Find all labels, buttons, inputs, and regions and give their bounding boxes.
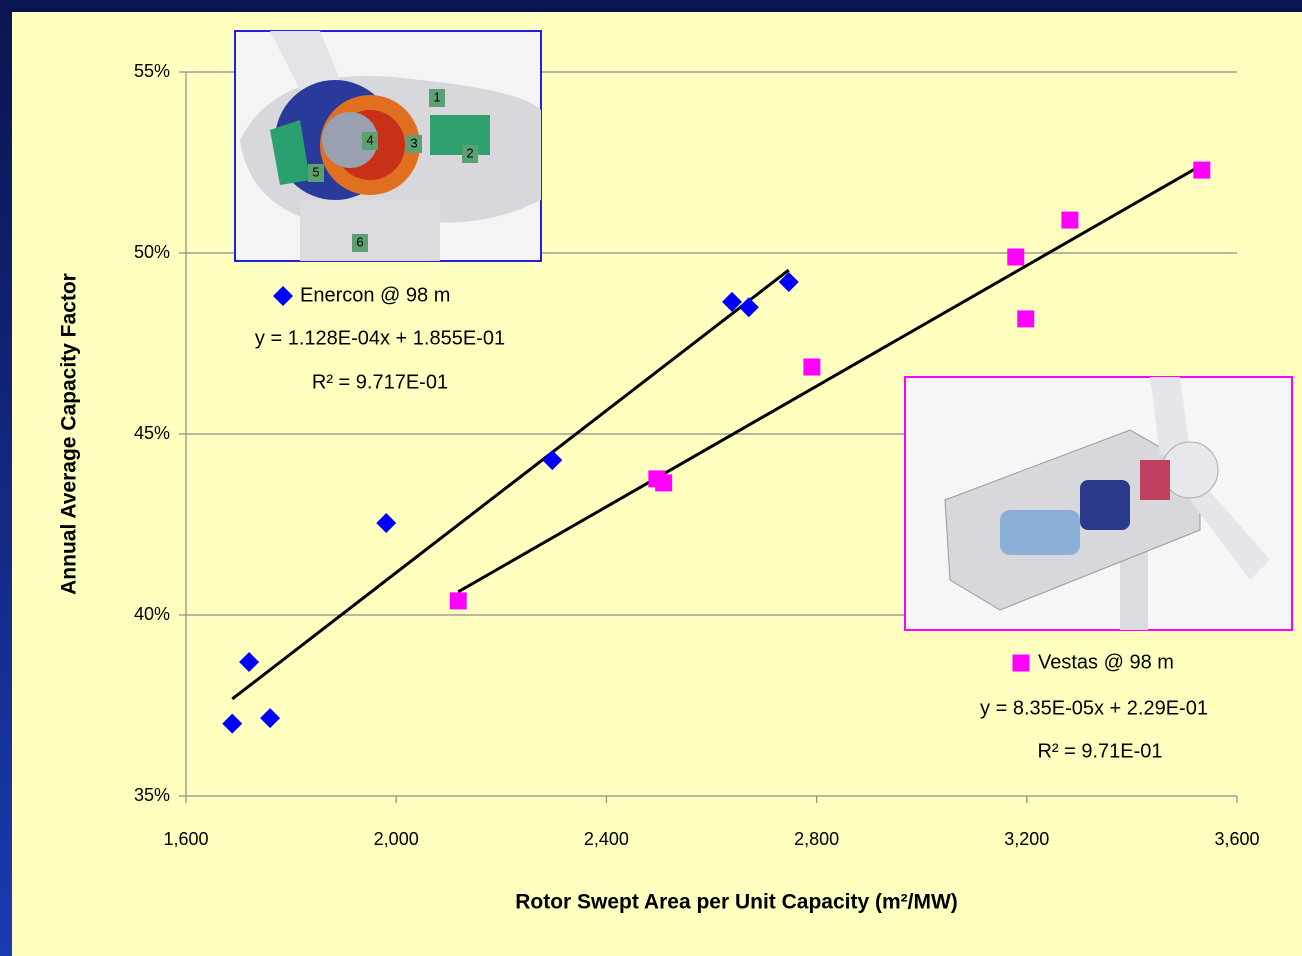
data-point: [803, 359, 820, 376]
x-tick-label: 2,800: [794, 829, 839, 849]
image-label: 5: [312, 164, 319, 179]
image-label: 1: [433, 89, 440, 104]
chart: 35% 40% 45% 50% 55% 1,600 2,000 2,400 2,800 3,200…: [0, 0, 1302, 956]
data-point: [450, 592, 467, 609]
data-point: [1017, 310, 1034, 327]
legend-label: Enercon @ 98 m: [300, 284, 450, 306]
legend-marker: [1013, 655, 1030, 672]
trend-equation: y = 1.128E-04x + 1.855E-01: [255, 327, 505, 349]
page: 35% 40% 45% 50% 55% 1,600 2,000 2,400 2,800 3,200…: [0, 0, 1302, 956]
image-label: 2: [466, 145, 473, 160]
data-point: [1007, 248, 1024, 265]
y-tick-label: 50%: [134, 242, 170, 262]
y-tick-label: 40%: [134, 604, 170, 624]
trend-r2: R² = 9.71E-01: [1037, 740, 1162, 762]
trend-equation: y = 8.35E-05x + 2.29E-01: [980, 697, 1208, 719]
trend-r2: R² = 9.717E-01: [312, 371, 448, 393]
enercon-image: 1 2 3 4 5 6: [235, 31, 541, 261]
x-tick-label: 3,600: [1214, 829, 1259, 849]
data-point: [655, 474, 672, 491]
data-point: [1061, 212, 1078, 229]
vestas-image: [905, 377, 1292, 630]
y-axis-label: Annual Average Capacity Factor: [58, 273, 81, 595]
x-tick-label: 3,200: [1004, 829, 1049, 849]
image-label: 4: [366, 132, 373, 147]
legend-label: Vestas @ 98 m: [1038, 651, 1174, 673]
y-tick-label: 55%: [134, 61, 170, 81]
image-label: 6: [356, 234, 363, 249]
data-point: [1193, 162, 1210, 179]
x-tick-label: 2,400: [584, 829, 629, 849]
image-label: 3: [410, 135, 417, 150]
y-tick-label: 45%: [134, 423, 170, 443]
x-tick-label: 1,600: [163, 829, 208, 849]
x-axis-label: Rotor Swept Area per Unit Capacity (m²/M…: [515, 891, 958, 914]
y-tick-label: 35%: [134, 785, 170, 805]
x-tick-label: 2,000: [374, 829, 419, 849]
